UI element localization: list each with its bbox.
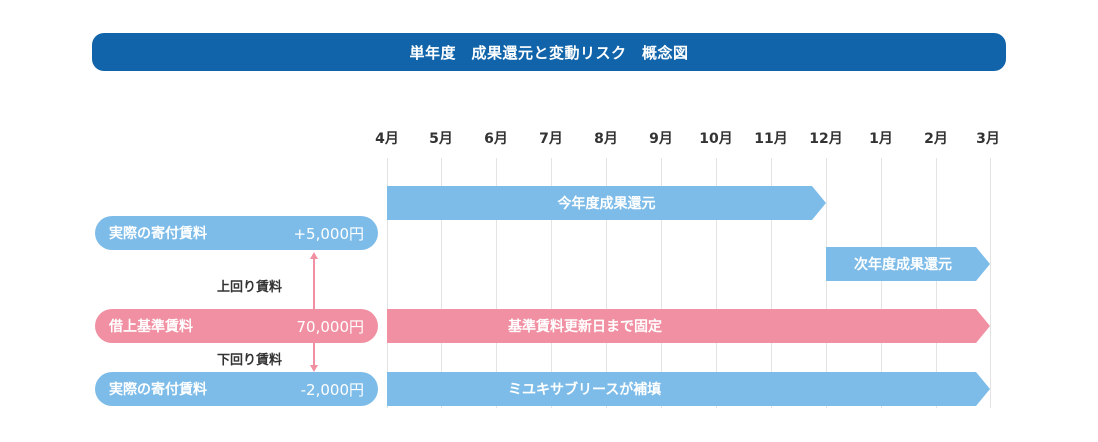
month-label: 7月	[539, 131, 563, 147]
month-label: 2月	[924, 131, 948, 147]
gridline	[826, 158, 827, 408]
this-year-return-arrow: 今年度成果還元	[387, 186, 826, 220]
fixed-rent-arrow: 基準賃料更新日まで固定	[387, 309, 990, 343]
gridline	[387, 158, 388, 408]
pill-value: 70,000円	[296, 317, 365, 336]
upper-rent-label: 上回り賃料	[217, 280, 283, 295]
upper-arrow-line	[313, 258, 315, 309]
month-label: 3月	[976, 131, 1000, 147]
actual-rent-higher-pill: 実際の寄付賃料 +5,000円	[95, 216, 378, 250]
diagram-title: 単年度 成果還元と変動リスク 概念図	[92, 33, 1006, 71]
month-label: 8月	[594, 131, 618, 147]
next-year-return-arrow: 次年度成果還元	[826, 247, 990, 281]
gridline	[881, 158, 882, 408]
gridline	[990, 158, 991, 408]
base-rent-pill: 借上基準賃料 70,000円	[95, 309, 378, 343]
gridline	[441, 158, 442, 408]
month-label: 12月	[809, 131, 843, 147]
lower-rent-label: 下回り賃料	[217, 353, 283, 368]
month-label: 9月	[649, 131, 673, 147]
arrow-label: ミユキサブリースが補填	[508, 382, 662, 398]
pill-label: 実際の寄付賃料	[109, 226, 207, 242]
month-label: 5月	[429, 131, 453, 147]
actual-rent-lower-pill: 実際の寄付賃料 -2,000円	[95, 372, 378, 406]
gridline	[771, 158, 772, 408]
arrow-label: 基準賃料更新日まで固定	[508, 319, 662, 335]
month-label: 4月	[375, 131, 399, 147]
gridline	[716, 158, 717, 408]
arrow-down-icon	[310, 365, 318, 372]
pill-value: -2,000円	[300, 380, 364, 399]
sublease-compensation-arrow: ミユキサブリースが補填	[387, 372, 990, 406]
lower-arrow-line	[313, 343, 315, 366]
gridline	[661, 158, 662, 408]
gridline	[936, 158, 937, 408]
month-label: 10月	[699, 131, 733, 147]
month-label: 1月	[869, 131, 893, 147]
arrow-label: 今年度成果還元	[557, 196, 656, 212]
gridline	[551, 158, 552, 408]
gridline	[606, 158, 607, 408]
month-label: 11月	[754, 131, 788, 147]
pill-value: +5,000円	[293, 224, 364, 243]
month-label: 6月	[484, 131, 508, 147]
pill-label: 実際の寄付賃料	[109, 382, 207, 398]
gridline	[496, 158, 497, 408]
pill-label: 借上基準賃料	[109, 319, 193, 335]
arrow-label: 次年度成果還元	[854, 257, 952, 273]
arrow-up-icon	[310, 252, 318, 259]
